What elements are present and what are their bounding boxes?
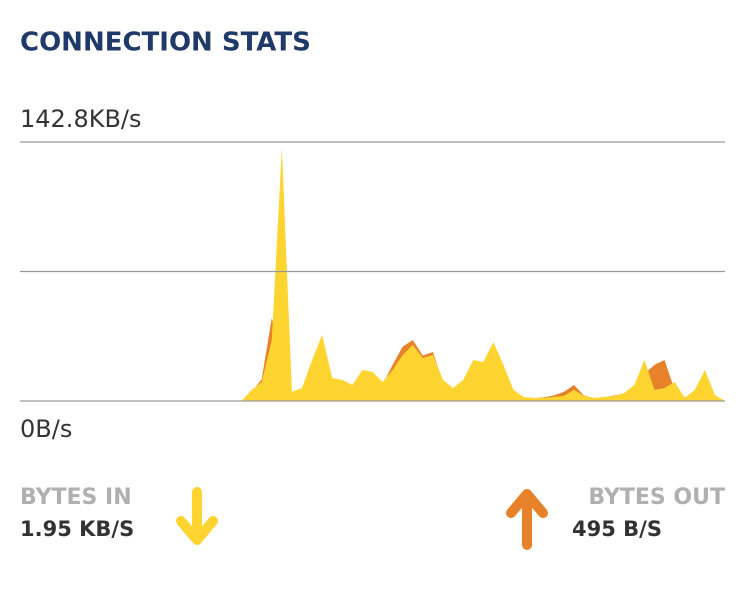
- series-name: BYTES OUT: [588, 485, 725, 510]
- area: [241, 147, 726, 401]
- readout: 1.95 KB/S: [20, 517, 134, 541]
- series-name: BYTES IN: [20, 485, 132, 510]
- widget-title: CONNECTION STATS: [20, 28, 311, 58]
- y-tick-label: 0B/s: [20, 415, 72, 443]
- plot: 0B/s 142.8KB/s: [20, 105, 726, 443]
- readout: 495 B/S: [572, 517, 662, 541]
- down-arrow: [176, 487, 218, 545]
- up-arrow: [506, 489, 548, 550]
- y-tick-label: 142.8KB/s: [20, 105, 142, 133]
